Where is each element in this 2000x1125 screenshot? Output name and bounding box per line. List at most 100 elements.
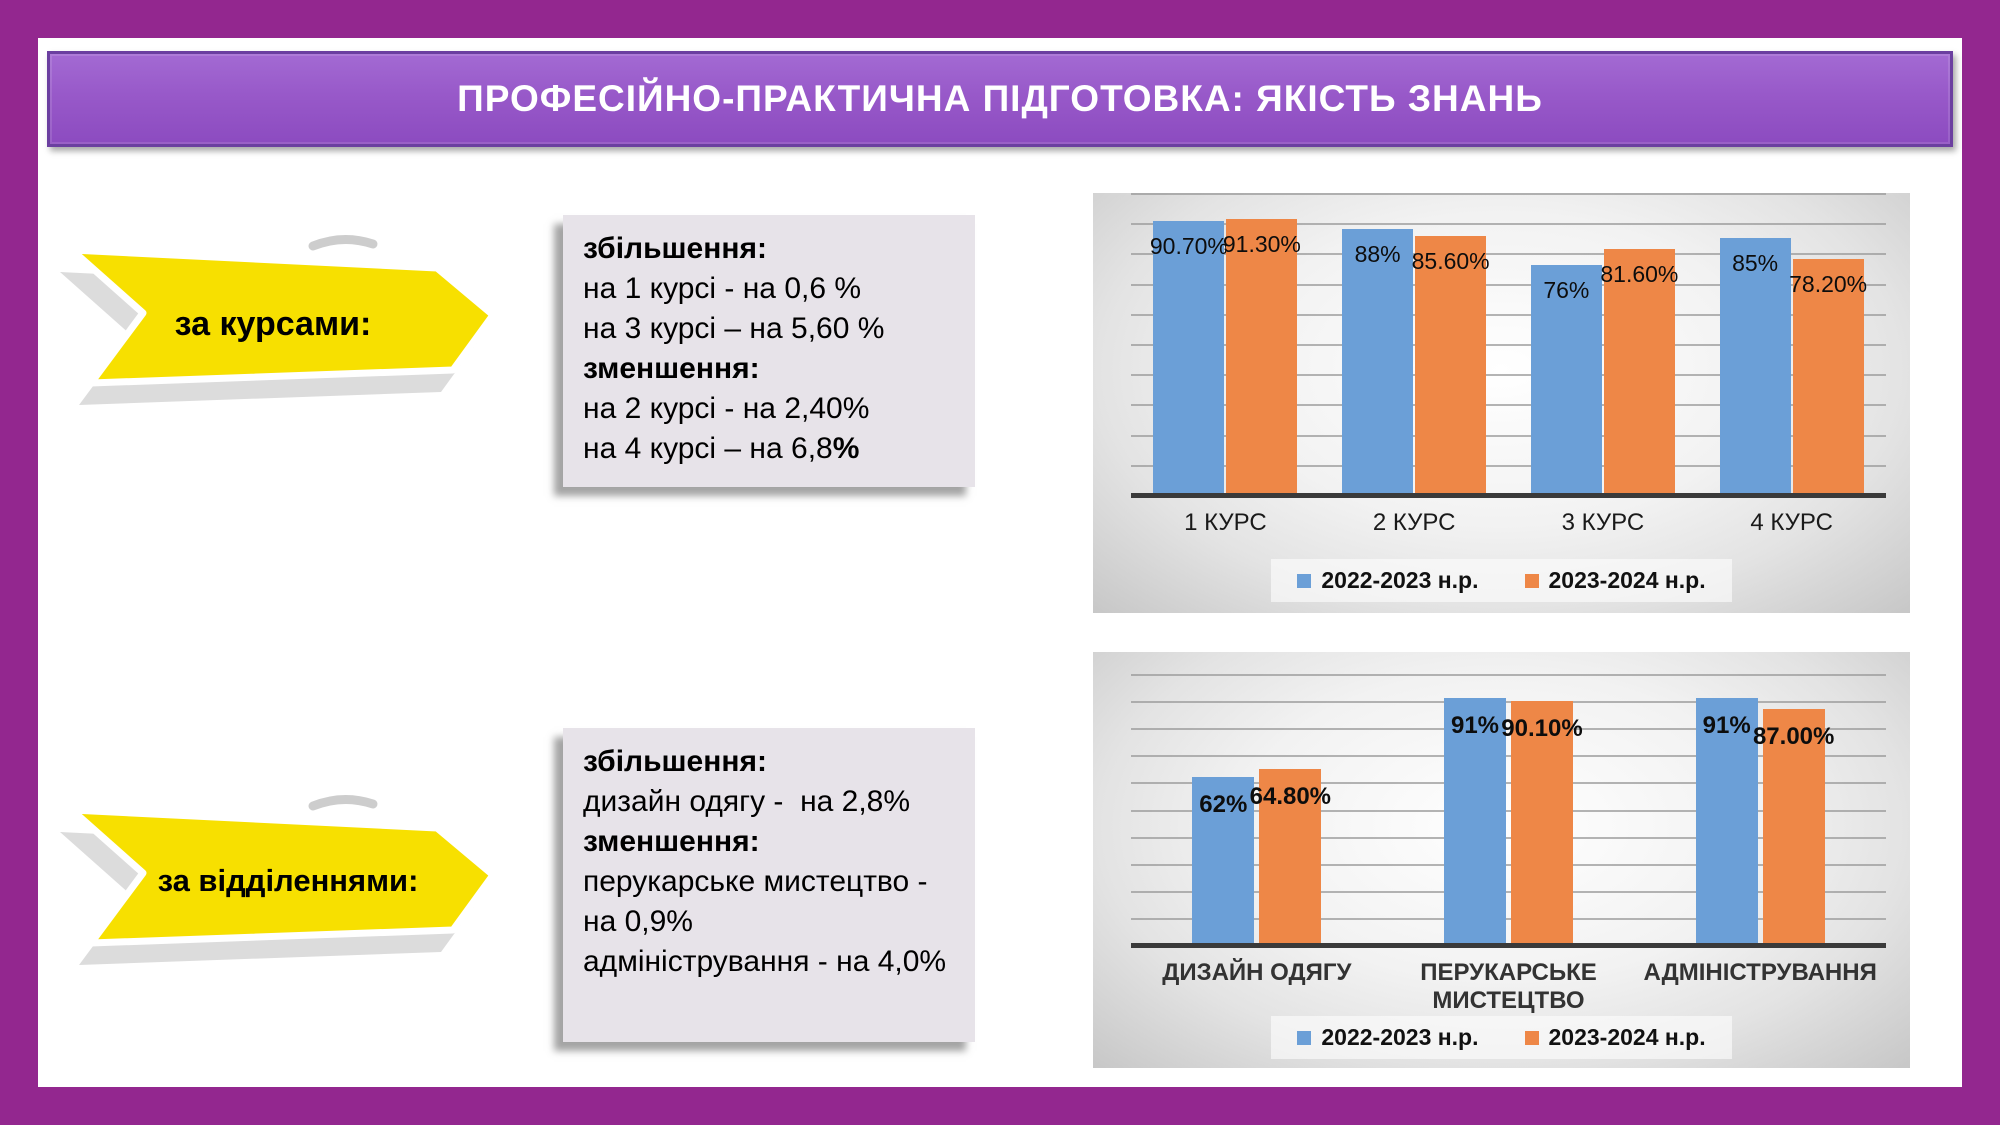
bar-value-label: 64.80% bbox=[1249, 783, 1332, 811]
gridline bbox=[1131, 809, 1886, 812]
category-label: 2 КУРС bbox=[1372, 509, 1456, 536]
arrow-shape-departments: за відділеннями: bbox=[60, 795, 497, 965]
bar-value-label: 90.70% bbox=[1149, 233, 1228, 260]
bar-value-label: 90.10% bbox=[1501, 714, 1583, 742]
gridline bbox=[1131, 434, 1886, 437]
info-box-line: на 2 курсі - на 2,40% bbox=[583, 392, 870, 425]
arrow-label-departments: за відділеннями: bbox=[158, 863, 419, 898]
bar-value-label: 87.00% bbox=[1752, 723, 1835, 751]
category-label: 1 КУРС bbox=[1184, 509, 1267, 536]
arrow-label-courses: за курсами: bbox=[175, 305, 372, 343]
chart-legend: 2022-2023 н.р. 2023-2024 н.р. bbox=[1093, 559, 1910, 602]
legend-label: 2022-2023 н.р. bbox=[1321, 567, 1479, 593]
legend-item: 2022-2023 н.р. bbox=[1297, 1024, 1479, 1051]
bar-value-label: 76% bbox=[1543, 277, 1590, 304]
bar-orange bbox=[1511, 700, 1573, 945]
category-label: ПЕРУКАРСЬКЕ МИСТЕЦТВО bbox=[1420, 959, 1597, 1014]
bar-blue bbox=[1444, 698, 1506, 945]
gridline bbox=[1131, 782, 1886, 785]
bar-value-label: 62% bbox=[1199, 790, 1248, 818]
category-label: 4 КУРС bbox=[1750, 509, 1833, 536]
arrow-shape-courses: за курсами: bbox=[60, 235, 497, 405]
gridline bbox=[1131, 836, 1886, 839]
legend-swatch-icon bbox=[1524, 573, 1539, 588]
title-banner: ПРОФЕСІЙНО-ПРАКТИЧНА ПІДГОТОВКА: ЯКІСТЬ … bbox=[47, 51, 1953, 147]
chart-departments: 62% 64.80% ДИЗАЙН ОДЯГУ 91% 90.10% ПЕРУКАРСЬК… bbox=[1093, 652, 1910, 1068]
bar-blue bbox=[1153, 221, 1225, 495]
bar-orange bbox=[1415, 236, 1487, 495]
info-box-line: збільшення: bbox=[583, 745, 767, 778]
gridline bbox=[1131, 223, 1886, 226]
category-label: 3 КУРС bbox=[1561, 509, 1645, 536]
chart-courses: 90.70% 91.30% 1 КУРС 88% 85.60% 2 КУРС 76% 81.6… bbox=[1093, 193, 1910, 613]
info-box-courses: збільшення: на 1 курсі - на 0,6 % на 3 кур… bbox=[563, 215, 975, 487]
bar-blue bbox=[1530, 265, 1602, 495]
bar-value-label: 85.60% bbox=[1411, 248, 1490, 275]
info-box-line: збільшення: bbox=[583, 232, 767, 265]
bar-blue bbox=[1342, 229, 1414, 495]
x-axis-line bbox=[1131, 943, 1886, 948]
arrow-scribble-mark bbox=[308, 795, 378, 811]
bar-orange bbox=[1762, 709, 1825, 945]
info-box-line: зменшення: bbox=[583, 825, 760, 858]
bar-orange bbox=[1792, 258, 1864, 495]
chart-legend: 2022-2023 н.р. 2023-2024 н.р. bbox=[1093, 1016, 1910, 1059]
gridline bbox=[1131, 344, 1886, 346]
category-label: АДМІНІСТРУВАННЯ bbox=[1643, 959, 1877, 986]
legend-swatch-icon bbox=[1524, 1030, 1539, 1045]
bar-blue bbox=[1695, 698, 1758, 945]
bar-orange bbox=[1259, 769, 1322, 945]
arrow-pentagon-icon bbox=[68, 246, 497, 387]
legend-item: 2022-2023 н.р. bbox=[1297, 567, 1479, 594]
bar-orange bbox=[1226, 219, 1298, 495]
legend-label: 2023-2024 н.р. bbox=[1548, 567, 1706, 593]
gridline bbox=[1131, 253, 1886, 256]
gridline bbox=[1131, 193, 1886, 195]
gridline bbox=[1131, 863, 1886, 866]
info-box-line: зменшення: bbox=[583, 352, 760, 385]
legend-items: 2022-2023 н.р. 2023-2024 н.р. bbox=[1271, 559, 1732, 602]
legend-label: 2022-2023 н.р. bbox=[1321, 1024, 1479, 1050]
legend-label: 2023-2024 н.р. bbox=[1548, 1024, 1706, 1050]
bar-orange bbox=[1603, 248, 1675, 495]
bar-value-label: 88% bbox=[1354, 241, 1401, 268]
x-axis-line bbox=[1131, 493, 1886, 498]
bar-value-label: 78.20% bbox=[1789, 270, 1868, 297]
info-box-line: дизайн одягу - на 2,8% bbox=[583, 785, 911, 818]
bar-value-label: 85% bbox=[1732, 250, 1779, 277]
gridline bbox=[1131, 374, 1886, 377]
gridline bbox=[1131, 674, 1886, 676]
legend-swatch-icon bbox=[1297, 573, 1312, 588]
legend-items: 2022-2023 н.р. 2023-2024 н.р. bbox=[1271, 1016, 1732, 1059]
bar-value-label: 91.30% bbox=[1222, 231, 1301, 258]
gridline bbox=[1131, 755, 1886, 758]
info-box-line: адміністрування - на 4,0% bbox=[583, 945, 947, 978]
gridline bbox=[1131, 283, 1886, 286]
bar-blue bbox=[1719, 238, 1791, 495]
bar-value-label: 91% bbox=[1450, 712, 1500, 740]
bar-value-label: 81.60% bbox=[1600, 260, 1679, 287]
info-box-departments: збільшення: дизайн одягу - на 2,8% зменшен… bbox=[563, 728, 975, 1042]
legend-item: 2023-2024 н.р. bbox=[1524, 1024, 1706, 1051]
legend-swatch-icon bbox=[1297, 1030, 1312, 1045]
info-box-line: на 1 курсі - на 0,6 % bbox=[583, 272, 862, 305]
category-label: ДИЗАЙН ОДЯГУ bbox=[1162, 959, 1352, 986]
bar-value-label: 91% bbox=[1702, 712, 1751, 740]
gridline bbox=[1131, 404, 1886, 407]
info-box-line: на 4 курсі – на 6,8% bbox=[583, 432, 860, 465]
gridline bbox=[1131, 890, 1886, 893]
bar-blue bbox=[1192, 776, 1255, 945]
gridline bbox=[1131, 728, 1886, 731]
arrow-scribble-mark bbox=[308, 235, 378, 251]
gridline bbox=[1131, 701, 1886, 704]
gridline bbox=[1131, 313, 1886, 316]
slide-canvas: ПРОФЕСІЙНО-ПРАКТИЧНА ПІДГОТОВКА: ЯКІСТЬ … bbox=[38, 38, 1962, 1087]
legend-item: 2023-2024 н.р. bbox=[1524, 567, 1706, 594]
slide-title: ПРОФЕСІЙНО-ПРАКТИЧНА ПІДГОТОВКА: ЯКІСТЬ … bbox=[457, 78, 1543, 119]
info-box-line: перукарське мистецтво - на 0,9% bbox=[583, 865, 936, 938]
info-box-line: на 3 курсі – на 5,60 % bbox=[583, 312, 885, 345]
gridline bbox=[1131, 464, 1886, 467]
arrow-pentagon-icon bbox=[68, 806, 497, 947]
gridline bbox=[1131, 917, 1886, 920]
